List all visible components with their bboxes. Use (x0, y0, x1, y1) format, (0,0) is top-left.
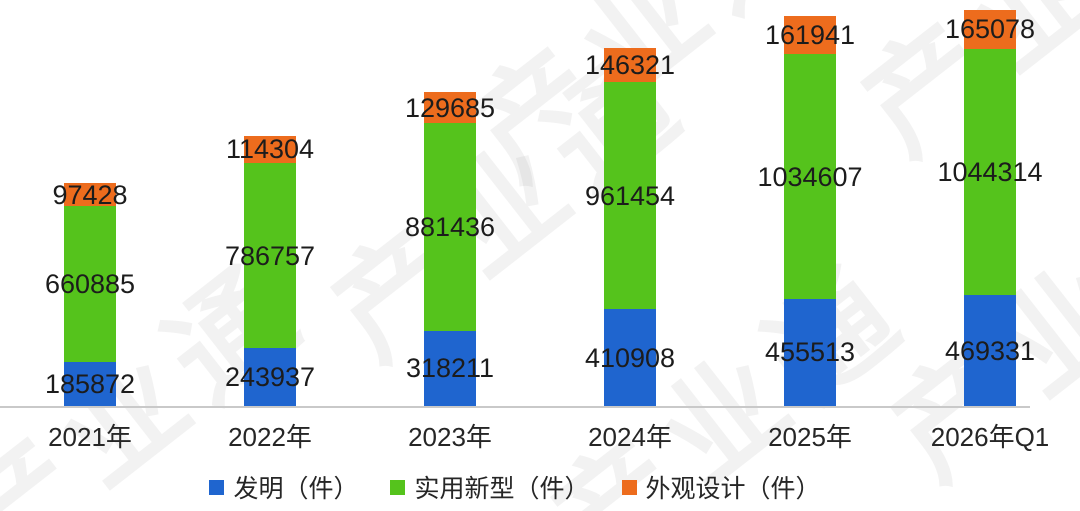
legend: 发明（件） 实用新型（件） 外观设计（件） (0, 470, 1030, 504)
value-label: 165078 (944, 14, 1036, 45)
value-label: 455513 (764, 337, 856, 368)
bar-segment-2025年-series0 (784, 298, 836, 406)
bar-segment-2022年-series1 (244, 162, 296, 349)
bar-segment-2024年-series0 (604, 309, 656, 406)
value-label: 161941 (764, 20, 856, 51)
legend-marker-icon (390, 479, 406, 495)
bar-segment-2021年-series0 (64, 362, 116, 406)
bar-segment-2024年-series2 (604, 47, 656, 83)
legend-marker-icon (621, 479, 637, 495)
legend-item-1: 实用新型（件） (390, 469, 590, 505)
value-label: 97428 (52, 179, 128, 210)
value-label: 881436 (404, 211, 496, 242)
bar-segment-2025年-series1 (784, 54, 836, 299)
x-axis-label-2024年: 2024年 (588, 422, 672, 452)
bar-segment-2022年-series2 (244, 135, 296, 163)
x-axis-label-2021年: 2021年 (48, 422, 132, 452)
value-label: 469331 (944, 335, 1036, 366)
value-label: 660885 (44, 269, 136, 300)
legend-label: 发明（件） (233, 475, 359, 503)
legend-item-0: 发明（件） (209, 469, 358, 505)
x-axis-label-2025年: 2025年 (768, 422, 852, 452)
value-label: 1034607 (757, 161, 863, 192)
legend-label: 实用新型（件） (414, 475, 590, 503)
bar-segment-2021年-series1 (64, 206, 116, 363)
value-label: 786757 (224, 240, 316, 271)
bar-segment-2021年-series2 (64, 183, 116, 207)
legend-item-2: 外观设计（件） (621, 469, 821, 505)
x-axis-label-2023年: 2023年 (408, 422, 492, 452)
value-label: 318211 (405, 353, 495, 384)
bar-segment-2024年-series1 (604, 82, 656, 310)
bar-segment-2023年-series1 (424, 123, 476, 331)
value-label: 146321 (584, 50, 676, 80)
x-axis-line (0, 406, 1030, 408)
value-label: 410908 (584, 342, 676, 373)
legend-label: 外观设计（件） (645, 475, 821, 503)
bar-segment-2022年-series0 (244, 348, 296, 406)
value-label: 961454 (584, 180, 676, 211)
x-axis-label-2022年: 2022年 (228, 422, 312, 452)
legend-marker-icon (209, 479, 225, 495)
bar-segment-2026年Q1-series0 (964, 295, 1016, 406)
value-label: 129685 (404, 92, 496, 123)
value-label: 243937 (224, 362, 316, 393)
bar-segment-2026年Q1-series1 (964, 48, 1016, 296)
bar-segment-2023年-series0 (424, 330, 476, 406)
bar-segment-2025年-series2 (784, 16, 836, 55)
x-axis-label-2026年Q1: 2026年Q1 (930, 422, 1050, 452)
value-label: 114304 (225, 134, 315, 165)
value-label: 1044314 (937, 157, 1043, 188)
bar-segment-2023年-series2 (424, 92, 476, 123)
value-label: 185872 (44, 369, 136, 400)
bar-segment-2026年Q1-series2 (964, 10, 1016, 49)
